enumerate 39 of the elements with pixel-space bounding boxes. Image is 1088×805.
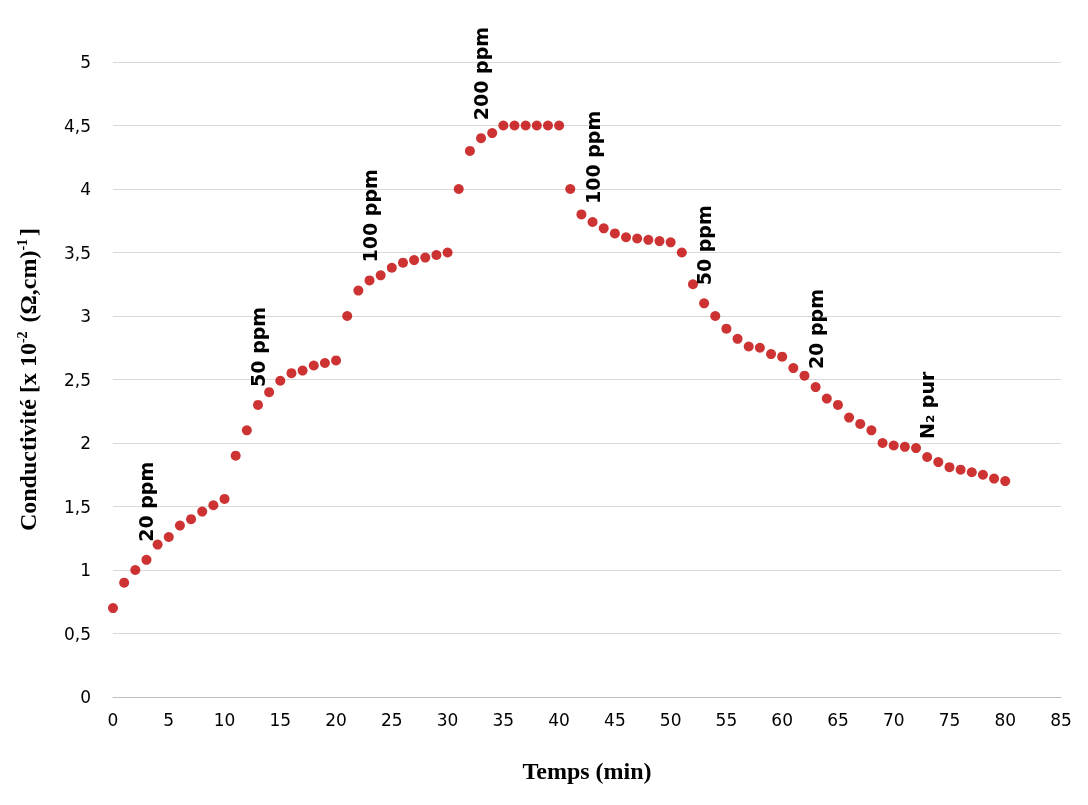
annotation: 50 ppm (693, 205, 716, 286)
x-tick-label: 20 (325, 709, 347, 730)
x-tick-label: 60 (771, 709, 793, 730)
x-tick-label: 50 (659, 709, 682, 730)
x-tick-label: 5 (163, 709, 175, 730)
x-tick-label: 65 (827, 709, 849, 730)
y-tick-label: 2,5 (63, 369, 91, 390)
annotation: 50 ppm (246, 306, 269, 387)
x-tick-label: 70 (882, 709, 905, 730)
y-tick-label: 0,5 (63, 623, 91, 644)
x-tick-label: 85 (1050, 709, 1072, 730)
annotation: 20 ppm (135, 461, 158, 542)
x-tick-label: 30 (436, 709, 459, 730)
y-tick-label: 2 (80, 433, 91, 453)
x-tick-label: 80 (994, 709, 1017, 730)
y-tick-label: 5 (80, 52, 91, 72)
annotation: N₂ pur (916, 371, 939, 439)
annotation: 20 ppm (804, 289, 827, 370)
y-tick-label: 1 (80, 560, 91, 580)
y-tick-label: 1,5 (63, 496, 91, 517)
x-tick-label: 45 (604, 709, 626, 730)
x-tick-label: 0 (107, 709, 119, 730)
y-tick-label: 4,5 (63, 115, 91, 136)
annotation: 200 ppm (470, 26, 493, 121)
x-tick-label: 10 (213, 709, 236, 730)
y-tick-label: 3,5 (63, 242, 91, 263)
x-tick-label: 15 (269, 709, 292, 730)
x-tick-label: 55 (715, 709, 738, 730)
y-tick-label: 0 (80, 687, 91, 707)
x-tick-label: 35 (492, 709, 515, 730)
annotation: 100 ppm (358, 169, 381, 263)
y-axis-title: Conductivité [x 10-2 (Ω,cm)-1] (14, 227, 41, 532)
x-tick-label: 25 (381, 709, 403, 730)
y-tick-label: 3 (80, 306, 91, 326)
x-axis-title: Temps (min) (522, 758, 652, 784)
y-tick-label: 4 (80, 179, 91, 199)
annotation: 100 ppm (581, 110, 604, 205)
x-tick-label: 75 (938, 709, 961, 730)
x-tick-label: 40 (548, 709, 570, 730)
